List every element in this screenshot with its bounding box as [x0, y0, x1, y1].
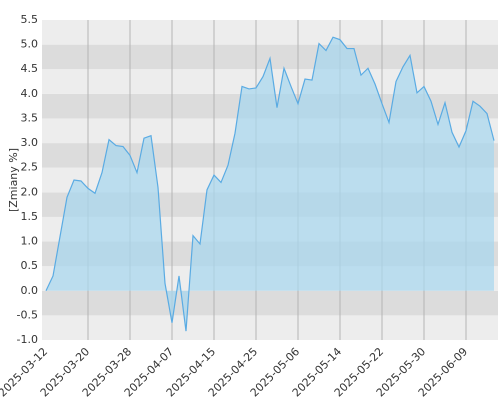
grid-band [42, 20, 498, 45]
y-tick-label: -1.0 [17, 333, 38, 346]
grid-band [42, 290, 498, 316]
y-tick-label: 2.0 [21, 185, 39, 198]
y-tick-label: 4.5 [21, 62, 39, 75]
y-tick-label: 1.5 [21, 210, 39, 223]
grid-band [42, 315, 498, 340]
y-tick-label: 5.5 [21, 13, 39, 26]
y-tick-label: 4.0 [21, 87, 39, 100]
y-tick-label: 5.0 [21, 38, 39, 51]
y-tick-label: 1.0 [21, 235, 39, 248]
y-tick-label: 2.5 [21, 161, 39, 174]
y-tick-label: 0.0 [21, 284, 39, 297]
y-tick-label: 0.5 [21, 259, 39, 272]
y-axis-label: [Zmiany %] [7, 148, 20, 212]
y-tick-label: 3.0 [21, 136, 39, 149]
y-tick-label: 3.5 [21, 111, 39, 124]
line [45, 36, 495, 332]
y-tick-label: -0.5 [17, 308, 38, 321]
area [46, 37, 494, 332]
